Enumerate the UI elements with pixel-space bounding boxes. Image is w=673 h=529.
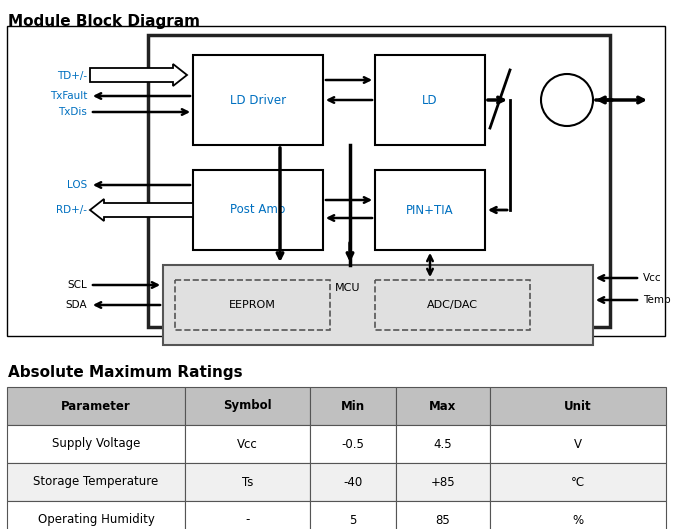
Text: Parameter: Parameter xyxy=(61,399,131,413)
Text: TxFault: TxFault xyxy=(50,91,87,101)
Text: Module Block Diagram: Module Block Diagram xyxy=(8,14,200,29)
Bar xyxy=(175,280,330,330)
FancyArrow shape xyxy=(90,64,187,86)
Bar xyxy=(163,265,593,345)
Bar xyxy=(396,387,490,425)
Text: Post Amp: Post Amp xyxy=(230,204,285,216)
Bar xyxy=(7,26,665,336)
Text: EEPROM: EEPROM xyxy=(229,300,276,310)
Text: Absolute Maximum Ratings: Absolute Maximum Ratings xyxy=(8,365,243,380)
Text: MCU: MCU xyxy=(335,283,361,293)
Text: SDA: SDA xyxy=(65,300,87,310)
Text: PIN+TIA: PIN+TIA xyxy=(406,204,454,216)
Bar xyxy=(396,501,490,529)
Bar xyxy=(7,463,185,501)
Bar xyxy=(490,387,666,425)
Bar xyxy=(490,425,666,463)
Text: Vcc: Vcc xyxy=(643,273,662,283)
Text: LD: LD xyxy=(422,94,438,106)
Text: -40: -40 xyxy=(343,476,363,488)
Bar xyxy=(310,463,396,501)
Bar xyxy=(185,387,310,425)
Bar xyxy=(490,463,666,501)
Bar xyxy=(310,501,396,529)
Circle shape xyxy=(541,74,593,126)
Text: V: V xyxy=(574,437,582,451)
Text: SCL: SCL xyxy=(67,280,87,290)
Text: %: % xyxy=(573,514,583,526)
FancyArrow shape xyxy=(90,199,193,221)
Bar xyxy=(490,501,666,529)
Text: 85: 85 xyxy=(435,514,450,526)
Text: LD Driver: LD Driver xyxy=(230,94,286,106)
Text: Max: Max xyxy=(429,399,457,413)
Text: TD+/-: TD+/- xyxy=(57,71,87,81)
Text: Min: Min xyxy=(341,399,365,413)
Text: °C: °C xyxy=(571,476,585,488)
Text: Ts: Ts xyxy=(242,476,253,488)
Bar xyxy=(185,463,310,501)
Text: Symbol: Symbol xyxy=(223,399,272,413)
Bar xyxy=(193,170,323,250)
Bar xyxy=(310,387,396,425)
Text: Unit: Unit xyxy=(564,399,592,413)
Bar xyxy=(310,425,396,463)
Bar xyxy=(396,463,490,501)
Bar xyxy=(185,425,310,463)
Bar xyxy=(193,55,323,145)
Text: Vcc: Vcc xyxy=(237,437,258,451)
Text: TxDis: TxDis xyxy=(58,107,87,117)
Text: Supply Voltage: Supply Voltage xyxy=(52,437,140,451)
Text: Temp: Temp xyxy=(643,295,670,305)
Text: -0.5: -0.5 xyxy=(342,437,365,451)
Text: ADC/DAC: ADC/DAC xyxy=(427,300,478,310)
Text: 5: 5 xyxy=(349,514,357,526)
Bar xyxy=(7,425,185,463)
Bar xyxy=(396,425,490,463)
Bar xyxy=(7,387,185,425)
Bar xyxy=(7,501,185,529)
Text: 4.5: 4.5 xyxy=(433,437,452,451)
Bar xyxy=(148,35,610,327)
Text: Operating Humidity: Operating Humidity xyxy=(38,514,154,526)
Text: LOS: LOS xyxy=(67,180,87,190)
Bar xyxy=(375,55,485,145)
Bar xyxy=(185,501,310,529)
Text: -: - xyxy=(246,514,250,526)
Text: +85: +85 xyxy=(431,476,456,488)
Bar xyxy=(375,170,485,250)
Bar xyxy=(375,280,530,330)
Text: Storage Temperature: Storage Temperature xyxy=(34,476,159,488)
Text: RD+/-: RD+/- xyxy=(56,205,87,215)
